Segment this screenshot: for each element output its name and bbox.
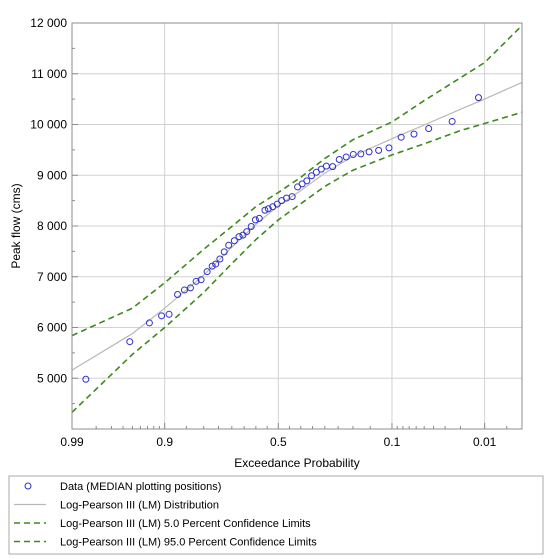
data-point bbox=[261, 206, 269, 214]
x-tick-labels: 0.99 0.9 0.5 0.1 0.01 bbox=[60, 435, 496, 449]
data-point bbox=[216, 255, 224, 263]
data-point bbox=[397, 133, 405, 141]
data-point bbox=[425, 125, 433, 133]
data-point bbox=[230, 237, 238, 245]
data-point bbox=[375, 146, 383, 154]
data-point bbox=[239, 231, 247, 239]
data-point bbox=[212, 260, 220, 268]
data-point bbox=[186, 284, 194, 292]
gridlines bbox=[71, 22, 522, 429]
y-tick-label: 10 000 bbox=[30, 118, 67, 132]
data-point bbox=[365, 148, 373, 156]
data-point bbox=[410, 130, 418, 138]
y-tick-label: 11 000 bbox=[31, 67, 67, 81]
data-point bbox=[342, 153, 350, 161]
data-point bbox=[303, 177, 311, 185]
x-tick-label: 0.9 bbox=[156, 435, 173, 449]
data-point bbox=[208, 262, 216, 270]
data-point bbox=[329, 163, 337, 171]
x-tick-label: 0.01 bbox=[473, 435, 497, 449]
data-point bbox=[243, 228, 251, 236]
y-tick-label: 9 000 bbox=[37, 168, 67, 182]
data-point bbox=[203, 268, 211, 276]
series-line-log-pearson-iii-lm-5-0-percent-confidence-limits bbox=[71, 24, 523, 337]
data-point bbox=[357, 150, 365, 158]
legend-entry-label: Log-Pearson III (LM) 95.0 Percent Confid… bbox=[60, 537, 317, 549]
data-point bbox=[82, 375, 90, 383]
y-tick-label: 7 000 bbox=[37, 270, 67, 284]
data-point bbox=[225, 241, 233, 249]
y-tick-labels: 5 000 6 000 7 000 8 000 9 000 10 000 11 000 12 … bbox=[30, 16, 67, 385]
y-tick-label: 5 000 bbox=[37, 371, 67, 385]
data-point bbox=[165, 310, 173, 318]
data-point bbox=[385, 144, 393, 152]
data-point bbox=[264, 205, 272, 213]
plot-border bbox=[71, 22, 523, 430]
legend-marker bbox=[24, 482, 32, 490]
x-tick-label: 0.99 bbox=[60, 435, 84, 449]
y-tick-label: 12 000 bbox=[30, 16, 67, 30]
data-point bbox=[180, 286, 188, 294]
data-point bbox=[312, 168, 320, 176]
data-point bbox=[349, 150, 357, 158]
data-point bbox=[255, 214, 263, 222]
data-point bbox=[158, 312, 166, 320]
data-point bbox=[308, 172, 316, 180]
legend-entry-label: Log-Pearson III (LM) 5.0 Percent Confide… bbox=[60, 518, 311, 530]
data-points bbox=[82, 94, 482, 383]
y-tick-label: 6 000 bbox=[37, 321, 67, 335]
series-line-log-pearson-iii-lm-95-0-percent-confidence-limits bbox=[71, 111, 523, 413]
legend-entry-label: Data (MEDIAN plotting positions) bbox=[60, 481, 221, 493]
data-point bbox=[474, 94, 482, 102]
data-point bbox=[288, 193, 296, 201]
data-point bbox=[235, 233, 243, 241]
y-tick-label: 8 000 bbox=[37, 219, 67, 233]
data-point bbox=[317, 165, 325, 173]
data-point bbox=[174, 291, 182, 299]
data-point bbox=[197, 276, 205, 284]
legend-box bbox=[8, 475, 544, 555]
data-point bbox=[273, 200, 281, 208]
data-point bbox=[251, 216, 259, 224]
x-axis-label: Exceedance Probability bbox=[234, 456, 359, 470]
data-point bbox=[126, 338, 134, 346]
data-point bbox=[247, 223, 255, 231]
data-point bbox=[335, 156, 343, 164]
data-point bbox=[448, 117, 456, 125]
y-axis-label: Peak flow (cms) bbox=[9, 183, 23, 268]
data-point bbox=[192, 277, 200, 285]
data-point bbox=[145, 319, 153, 327]
x-tick-label: 0.1 bbox=[384, 435, 401, 449]
data-point bbox=[220, 248, 228, 256]
legend: Data (MEDIAN plotting positions) Log-Pear… bbox=[8, 475, 544, 555]
x-tick-label: 0.5 bbox=[270, 435, 287, 449]
legend-entry-label: Log-Pearson III (LM) Distribution bbox=[60, 500, 219, 512]
